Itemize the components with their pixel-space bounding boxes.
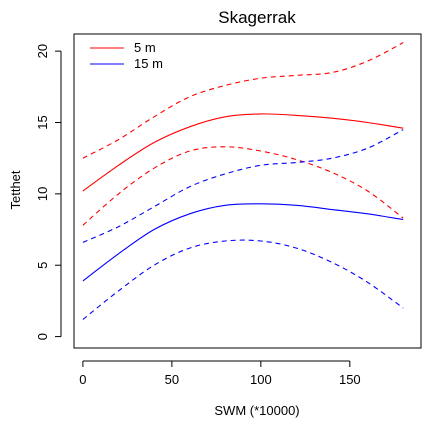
series-line-5-m-fit: [82, 113, 404, 192]
plot-layer: 0 50 100 150 0 5 10 15 20: [35, 33, 422, 387]
y-tick-label-0: 0: [35, 333, 50, 340]
y-tick-label-5: 5: [35, 262, 50, 269]
series-line-series-2-lower-ci: [82, 146, 404, 226]
chart-title: Skagerrak: [218, 8, 296, 27]
x-tick-label-150: 150: [339, 372, 361, 387]
x-tick-label-50: 50: [165, 372, 179, 387]
x-tick-label-0: 0: [79, 372, 86, 387]
y-axis-label: Tetthet: [8, 170, 23, 209]
legend-label-15-m: 15 m: [134, 56, 163, 71]
y-tick-label-20: 20: [35, 44, 50, 58]
legend: 5 m15 m: [90, 40, 163, 71]
x-axis-label: SWM (*10000): [214, 403, 299, 418]
y-tick-label-15: 15: [35, 115, 50, 129]
series-line-15-m-fit: [82, 203, 404, 282]
legend-label-5-m: 5 m: [134, 40, 156, 55]
plot-frame: [73, 33, 422, 349]
series-line-series-5-lower-ci: [82, 239, 404, 320]
x-tick-label-100: 100: [250, 372, 272, 387]
y-tick-label-10: 10: [35, 187, 50, 201]
